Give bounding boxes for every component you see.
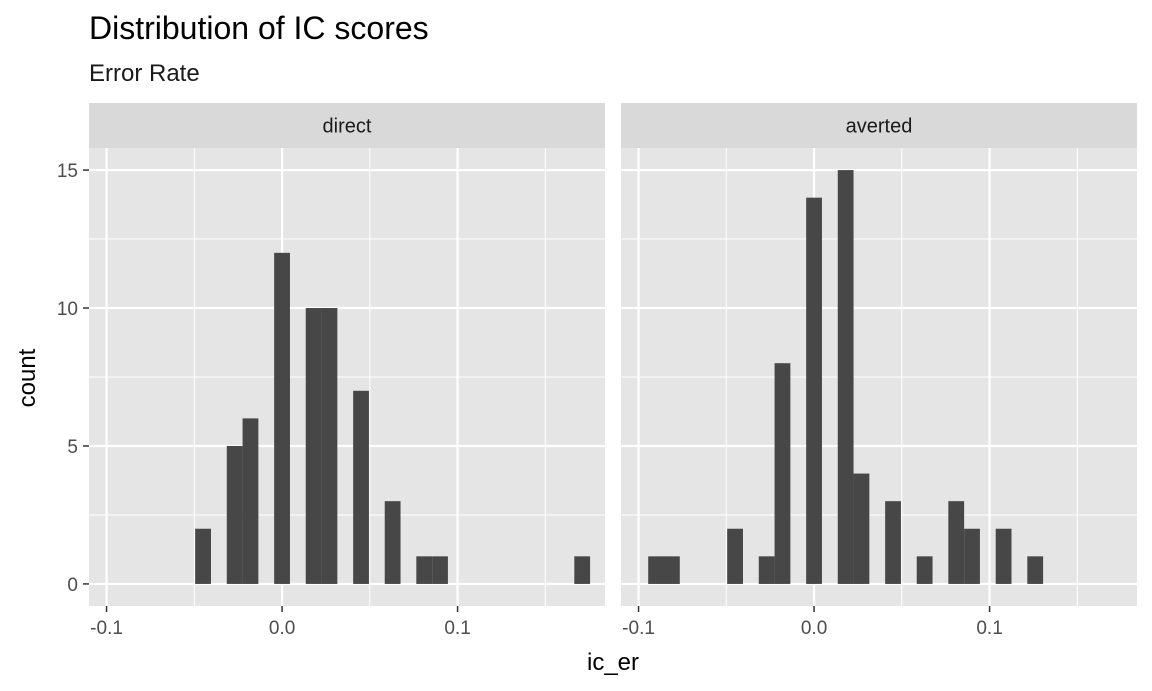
x-axis-title: ic_er <box>587 649 639 676</box>
facet-strip-label: averted <box>846 116 913 138</box>
facet-panels: direct -0.1 0.0 0.1 averted -0.1 0.0 0.1 <box>89 103 1137 639</box>
histogram-bar <box>727 528 743 584</box>
y-tick-label: 5 <box>67 437 78 458</box>
x-tick-label: 0.0 <box>801 618 827 639</box>
histogram-bar <box>432 556 448 584</box>
y-axis-title: count <box>14 348 41 407</box>
histogram-bar <box>885 501 901 584</box>
facet-strip-label: direct <box>323 116 372 138</box>
histogram-bar <box>837 170 854 584</box>
histogram-bar <box>758 556 775 584</box>
histogram-bar <box>995 528 1012 584</box>
histogram-bar <box>274 252 290 584</box>
histogram-bar <box>664 556 680 584</box>
chart-title: Distribution of IC scores <box>89 10 429 46</box>
histogram-bar <box>321 308 338 584</box>
x-tick-label: 0.1 <box>976 618 1002 639</box>
histogram-bar <box>1027 556 1044 584</box>
histogram-bar <box>806 197 822 584</box>
x-tick-label: 0.0 <box>269 618 295 639</box>
histogram-bar <box>574 556 591 584</box>
y-tick-label: 10 <box>57 299 78 320</box>
histogram-bar <box>774 363 791 584</box>
histogram-bar <box>195 528 211 584</box>
y-axis: 0 5 10 15 <box>57 161 89 596</box>
histogram-bar <box>948 501 965 584</box>
histogram-bar <box>416 556 433 584</box>
chart-subtitle: Error Rate <box>89 60 200 87</box>
histogram-bar <box>853 473 870 584</box>
histogram-bar <box>305 308 322 584</box>
y-tick-label: 0 <box>67 575 78 596</box>
histogram-bar <box>648 556 664 584</box>
histogram-bar <box>353 390 369 584</box>
facet-strip <box>621 103 1137 148</box>
histogram-bar <box>242 418 259 584</box>
facet-panel-direct: direct -0.1 0.0 0.1 <box>89 103 605 639</box>
histogram-bar <box>964 528 980 584</box>
x-tick-label: 0.1 <box>444 618 470 639</box>
x-tick-label: -0.1 <box>622 618 655 639</box>
facet-panel-averted: averted -0.1 0.0 0.1 <box>621 103 1137 639</box>
histogram-bar <box>226 445 243 584</box>
x-tick-label: -0.1 <box>90 618 123 639</box>
histogram-bar <box>384 501 401 584</box>
histogram-bar <box>916 556 933 584</box>
facet-strip <box>89 103 605 148</box>
y-tick-label: 15 <box>57 161 78 182</box>
